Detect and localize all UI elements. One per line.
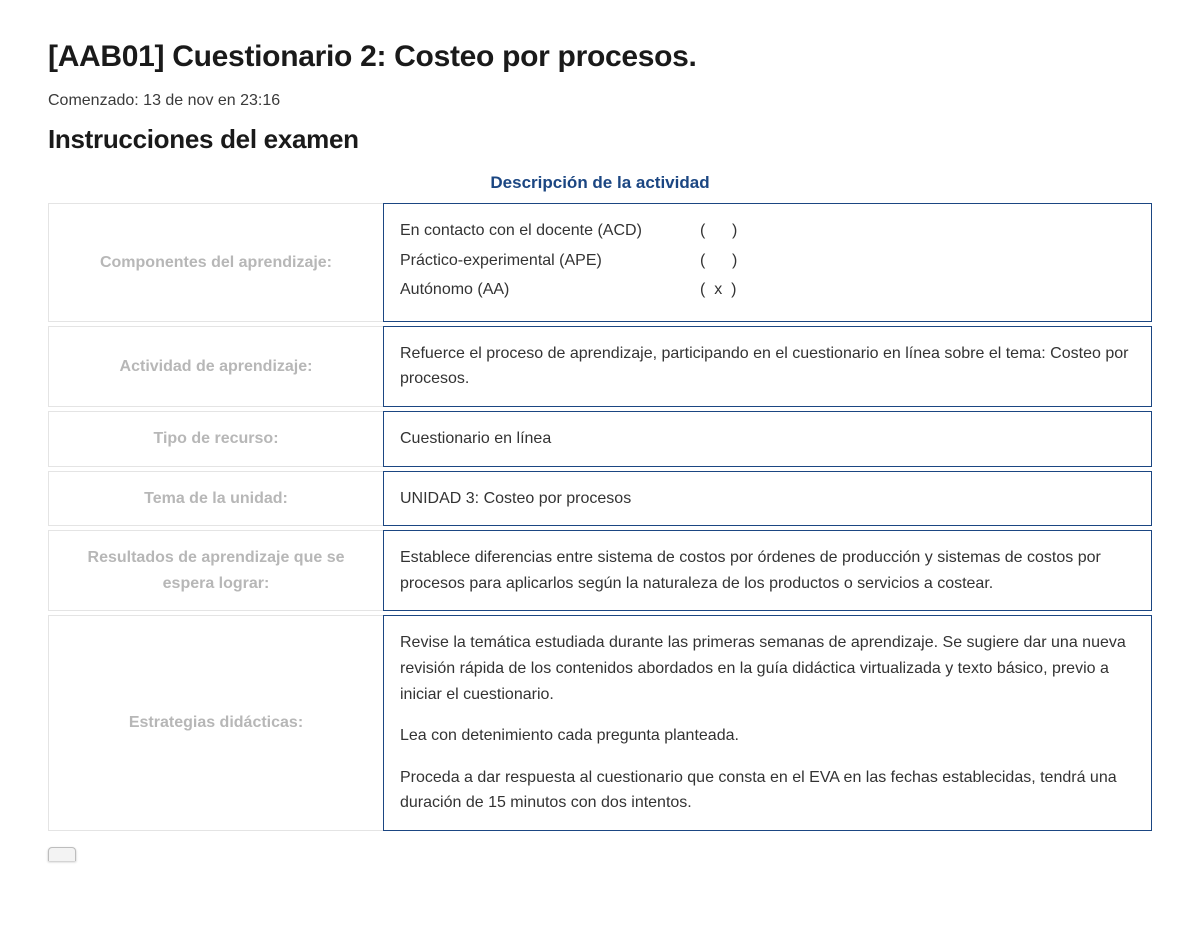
table-row-unit-topic: Tema de la unidad: UNIDAD 3: Costeo por … <box>48 471 1152 527</box>
row-value-strategies: Revise la temática estudiada durante las… <box>383 615 1152 831</box>
component-item: Autónomo (AA) ( x ) <box>400 277 1135 303</box>
component-name: Autónomo (AA) <box>400 277 700 303</box>
row-label-unit-topic: Tema de la unidad: <box>48 471 383 527</box>
activity-table-caption: Descripción de la actividad <box>48 173 1152 193</box>
component-name: Práctico-experimental (APE) <box>400 248 700 274</box>
component-mark: ( x ) <box>700 277 736 303</box>
row-label-strategies: Estrategias didácticas: <box>48 615 383 831</box>
quiz-started-timestamp: Comenzado: 13 de nov en 23:16 <box>48 92 1152 110</box>
table-row-expected-results: Resultados de aprendizaje que se espera … <box>48 530 1152 611</box>
table-row-strategies: Estrategias didácticas: Revise la temáti… <box>48 615 1152 831</box>
instructions-heading: Instrucciones del examen <box>48 124 1152 155</box>
strategy-paragraph: Lea con detenimiento cada pregunta plant… <box>400 723 1135 749</box>
activity-description-table: Componentes del aprendizaje: En contacto… <box>48 199 1152 835</box>
component-item: En contacto con el docente (ACD) ( ) <box>400 218 1135 244</box>
row-value-learning-activity: Refuerce el proceso de aprendizaje, part… <box>383 326 1152 407</box>
page-title: [AAB01] Cuestionario 2: Costeo por proce… <box>48 40 1152 74</box>
strategy-paragraph: Revise la temática estudiada durante las… <box>400 630 1135 707</box>
component-item: Práctico-experimental (APE) ( ) <box>400 248 1135 274</box>
component-name: En contacto con el docente (ACD) <box>400 218 700 244</box>
row-value-resource-type: Cuestionario en línea <box>383 411 1152 467</box>
row-label-learning-activity: Actividad de aprendizaje: <box>48 326 383 407</box>
component-mark: ( ) <box>700 218 737 244</box>
row-value-unit-topic: UNIDAD 3: Costeo por procesos <box>383 471 1152 527</box>
row-value-expected-results: Establece diferencias entre sistema de c… <box>383 530 1152 611</box>
row-label-resource-type: Tipo de recurso: <box>48 411 383 467</box>
row-value-components: En contacto con el docente (ACD) ( ) Prá… <box>383 203 1152 322</box>
row-label-expected-results: Resultados de aprendizaje que se espera … <box>48 530 383 611</box>
component-mark: ( ) <box>700 248 737 274</box>
page-bottom-tab-stub <box>48 847 76 861</box>
table-row-components: Componentes del aprendizaje: En contacto… <box>48 203 1152 322</box>
table-row-resource-type: Tipo de recurso: Cuestionario en línea <box>48 411 1152 467</box>
table-row-learning-activity: Actividad de aprendizaje: Refuerce el pr… <box>48 326 1152 407</box>
row-label-components: Componentes del aprendizaje: <box>48 203 383 322</box>
strategy-paragraph: Proceda a dar respuesta al cuestionario … <box>400 765 1135 816</box>
